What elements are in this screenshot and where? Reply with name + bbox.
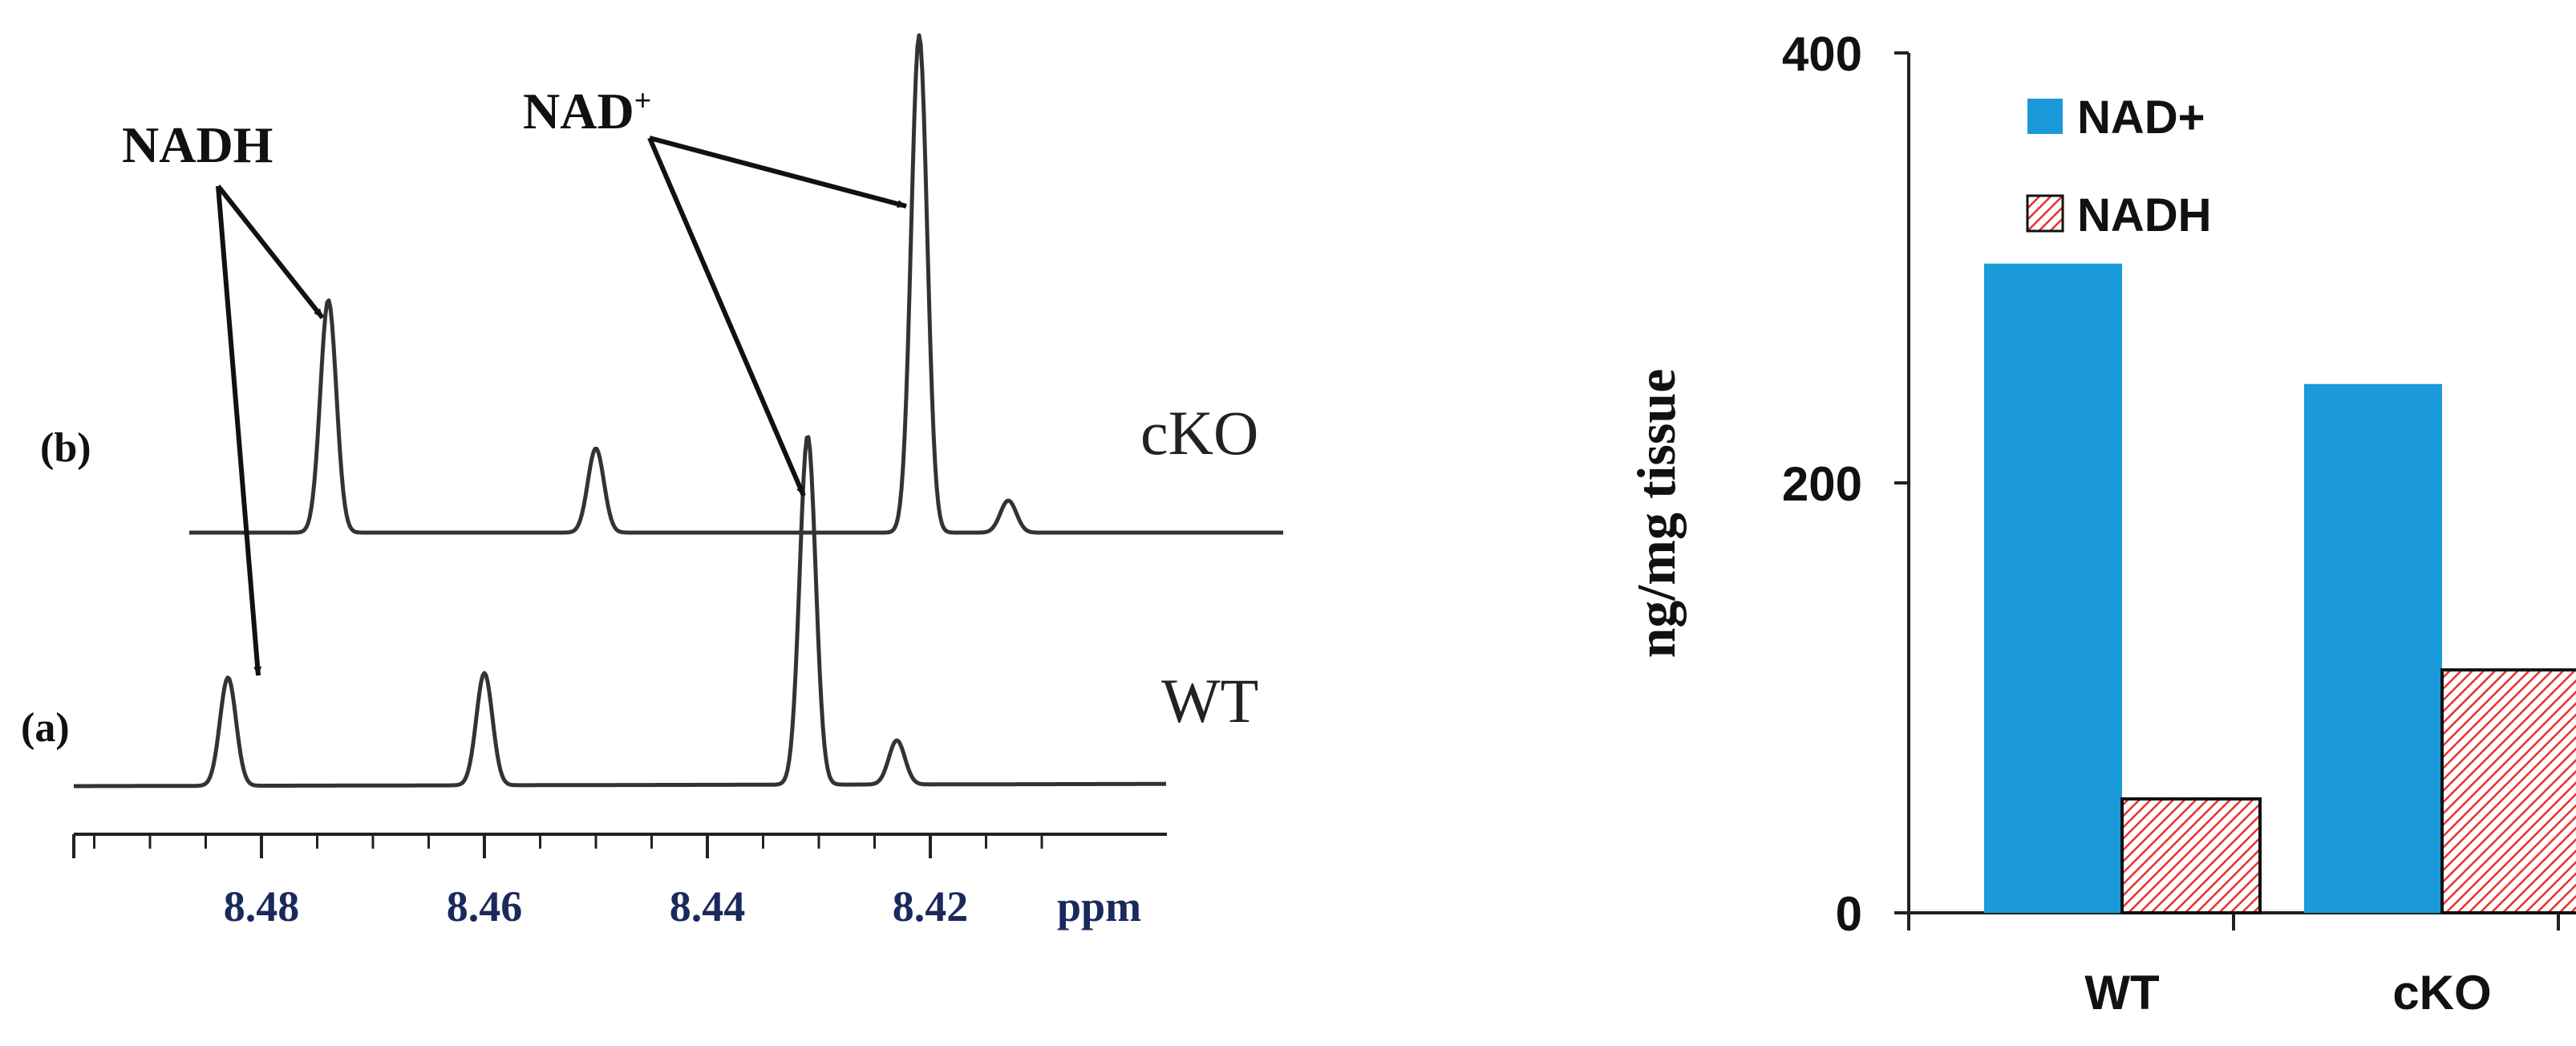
bar-nadh-cko xyxy=(2440,668,2576,914)
bar-y-ticks: 0 200 400 xyxy=(1782,27,1909,941)
bar-y-tick-label: 400 xyxy=(1782,27,1862,81)
bar-category-label: cKO xyxy=(2392,966,2491,1020)
ppm-tick-label: 8.44 xyxy=(670,882,746,930)
ppm-axis-ticks: 8.48 8.46 8.44 8.42 xyxy=(72,834,1043,930)
legend-swatch-nadh xyxy=(2026,194,2064,233)
bar-nad-plus-cko xyxy=(2304,383,2442,914)
ppm-axis-label: ppm xyxy=(1057,882,1141,930)
arrow-nad-to-cko xyxy=(649,136,907,209)
bar-x-ticks xyxy=(1907,913,2560,930)
bar-y-axis-label: ng/mg tissue xyxy=(1626,369,1687,659)
legend: NAD+ NADH xyxy=(2026,91,2212,241)
legend-label-nad-plus: NAD+ xyxy=(2077,91,2205,144)
arrow-nad-to-wt xyxy=(647,136,806,497)
annotation-nadh: NADH xyxy=(122,116,273,173)
nmr-spectra-panel: cKO WT (b) (a) NADH NAD+ 8.48 8.46 8.44 8.4… xyxy=(21,33,1284,930)
wt-spectrum-trace xyxy=(73,435,1167,789)
arrow-nadh-to-wt xyxy=(216,185,262,676)
bar-y-tick-label: 0 xyxy=(1836,887,1862,941)
series-label-wt: WT xyxy=(1161,666,1258,736)
ppm-tick-label: 8.42 xyxy=(893,882,969,930)
bar-chart-panel: 0 200 400 WT cKO ng/mg tissue NAD+ NADH xyxy=(1626,27,2576,1020)
annotation-nad-plus: NAD+ xyxy=(523,83,651,140)
legend-label-nadh: NADH xyxy=(2077,189,2212,241)
bar-y-tick-label: 200 xyxy=(1782,457,1862,511)
panel-label-a: (a) xyxy=(21,705,70,751)
bar-rects xyxy=(1984,263,2576,915)
ppm-tick-label: 8.48 xyxy=(224,882,300,930)
panel-label-b: (b) xyxy=(40,425,91,471)
bar-category-label: WT xyxy=(2084,966,2159,1020)
bar-nadh-wt xyxy=(2120,797,2262,915)
bar-nad-plus-wt xyxy=(1984,263,2122,913)
series-label-cko: cKO xyxy=(1140,398,1258,468)
arrow-nadh-to-cko xyxy=(216,184,325,319)
bar-x-labels: WT cKO xyxy=(2084,966,2491,1020)
ppm-tick-label: 8.46 xyxy=(447,882,523,930)
cko-spectrum-trace xyxy=(188,33,1284,535)
legend-swatch-nad-plus xyxy=(2027,99,2063,134)
